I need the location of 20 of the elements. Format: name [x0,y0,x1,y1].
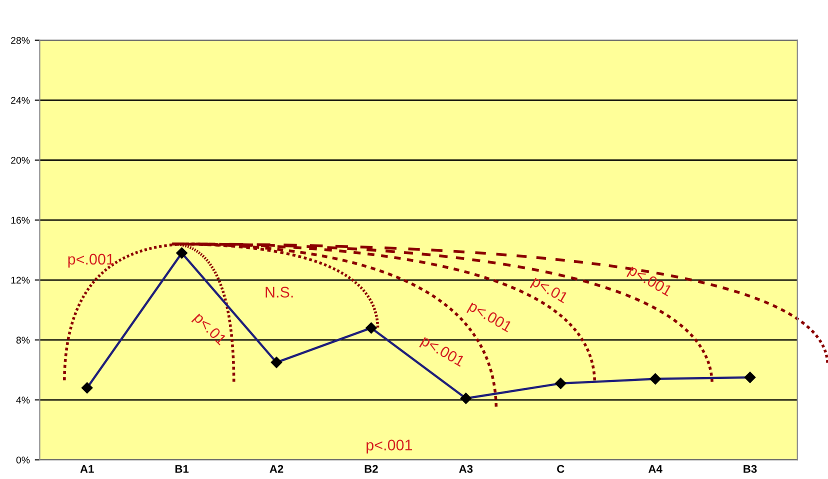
y-tick-label: 20% [11,156,30,164]
annotation: p<.001 [366,440,412,454]
y-tick-label: 28% [11,36,30,44]
x-tick-label: A2 [270,464,284,473]
x-tick-label: A4 [648,465,662,473]
y-tick-label: 24% [11,96,30,104]
x-tick-label: A1 [80,465,94,473]
y-tick-label: 16% [11,216,30,224]
y-tick-label: 12% [11,276,30,284]
y-tick-label: 4% [16,396,30,404]
x-tick-label: B3 [744,464,757,473]
annotation: N.S. [266,286,293,298]
y-tick-label: 0% [16,456,30,464]
x-tick-label: A3 [459,464,473,473]
x-tick-label: C [557,464,564,473]
x-tick-label: B1 [175,465,189,473]
x-tick-label: B2 [364,464,378,473]
annotation: p<.001 [68,254,114,268]
annotation: p<.01 [530,276,569,306]
y-tick-label: 8% [16,336,30,344]
